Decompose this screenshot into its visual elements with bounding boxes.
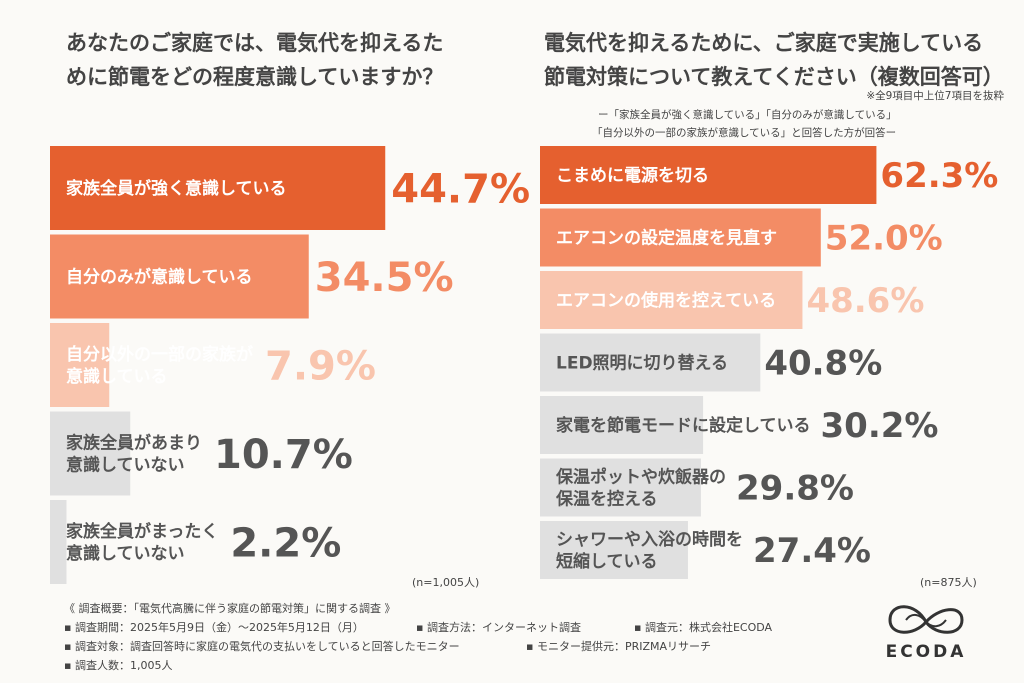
- respondent-note-line2: 「自分以外の一部の家族が意識している」と回答した方が回答ー: [592, 127, 897, 139]
- bar-label: 自分以外の一部の家族が: [66, 344, 253, 365]
- bar-label: 家族全員が強く意識している: [66, 178, 287, 199]
- bar-awareness-2: [50, 323, 110, 407]
- respondent-note-line1: ー「家族全員が強く意識している」「自分のみが意識している」: [598, 109, 897, 121]
- bar-measure-5: [540, 458, 701, 517]
- bar-awareness-1: [50, 234, 309, 319]
- value-label: 48.6%: [806, 281, 924, 321]
- bar-label: 家族全員がまったく: [66, 521, 218, 542]
- value-label: 44.7%: [391, 166, 530, 212]
- bar-awareness-3: [50, 411, 131, 496]
- bar-label: 保温を控える: [555, 489, 658, 510]
- value-label: 30.2%: [821, 406, 939, 446]
- value-label: 40.8%: [764, 344, 882, 384]
- bar-measure-0: [540, 146, 877, 204]
- bar-label: シャワーや入浴の時間を: [556, 529, 743, 550]
- value-label: 62.3%: [880, 156, 998, 196]
- survey-method: ▪ 調査方法：インターネット調査: [416, 621, 581, 634]
- bar-label: 短縮している: [556, 551, 658, 572]
- value-label: 27.4%: [753, 531, 871, 571]
- bar-label: 保温ポットや炊飯器の: [555, 467, 726, 488]
- survey-period: ▪ 調査期間：2025年5月9日（金）〜2025年5月12日（月）: [64, 621, 364, 634]
- value-label: 7.9%: [265, 343, 376, 389]
- bar-measure-2: [540, 271, 803, 329]
- bar-measure-3: [540, 333, 761, 392]
- survey-target: ▪ 調査対象：調査回答時に家庭の電気代の支払いをしていると回答したモニター: [64, 640, 460, 653]
- ecoda-leaf-loop-icon: [888, 605, 964, 634]
- survey-heading: 《 調査概要：「電気代高騰に伴う家庭の節電対策」に関する調査 》: [64, 602, 396, 615]
- bar-label: 意識していない: [66, 455, 185, 476]
- bar-label: こまめに電源を切る: [556, 165, 709, 186]
- bar-label: 家族全員があまり: [66, 433, 202, 454]
- bar-measure-4: [540, 396, 704, 454]
- value-label: 52.0%: [825, 219, 943, 259]
- bar-measure-1: [540, 208, 821, 267]
- value-label: 10.7%: [214, 432, 353, 478]
- bar-label: 意識している: [66, 366, 168, 387]
- left-chart-title: あなたのご家庭では、電気代を抑えるた めに節電をどの程度意識していますか？: [66, 31, 444, 89]
- excerpt-note: ※全9項目中上位7項目を抜粋: [866, 90, 1004, 102]
- survey-provider: ▪ モニター提供元：PRIZMAリサーチ: [526, 640, 712, 653]
- bar-label: 意識していない: [66, 543, 185, 564]
- ecoda-logo-text: ECODA: [885, 642, 967, 662]
- right-chart-title: 電気代を抑えるために、ご家庭で実施している 節電対策について教えてください（複数…: [544, 31, 1004, 89]
- bar-measure-6: [540, 521, 688, 579]
- survey-count: ▪ 調査人数：1,005人: [64, 659, 173, 672]
- bar-label: LED照明に切り替える: [556, 353, 728, 374]
- bar-awareness-4: [50, 500, 67, 584]
- value-label: 29.8%: [736, 469, 854, 509]
- survey-source: ▪ 調査元：株式会社ECODA: [634, 621, 773, 634]
- bar-label: 自分のみが意識している: [66, 267, 253, 288]
- ecoda-logo: ECODA: [876, 596, 976, 668]
- bar-label: 家電を節電モードに設定している: [556, 415, 811, 436]
- survey-overview: 《 調査概要：「電気代高騰に伴う家庭の節電対策」に関する調査 》 ▪ 調査期間：…: [64, 600, 844, 676]
- left-sample-size: (n=1,005人): [412, 576, 480, 589]
- bar-awareness-0: [50, 146, 386, 230]
- value-label: 34.5%: [315, 255, 454, 301]
- right-sample-size: (n=875人): [920, 576, 977, 589]
- bar-label: エアコンの設定温度を見直す: [556, 228, 777, 249]
- bar-label: エアコンの使用を控えている: [556, 290, 776, 311]
- value-label: 2.2%: [230, 520, 341, 566]
